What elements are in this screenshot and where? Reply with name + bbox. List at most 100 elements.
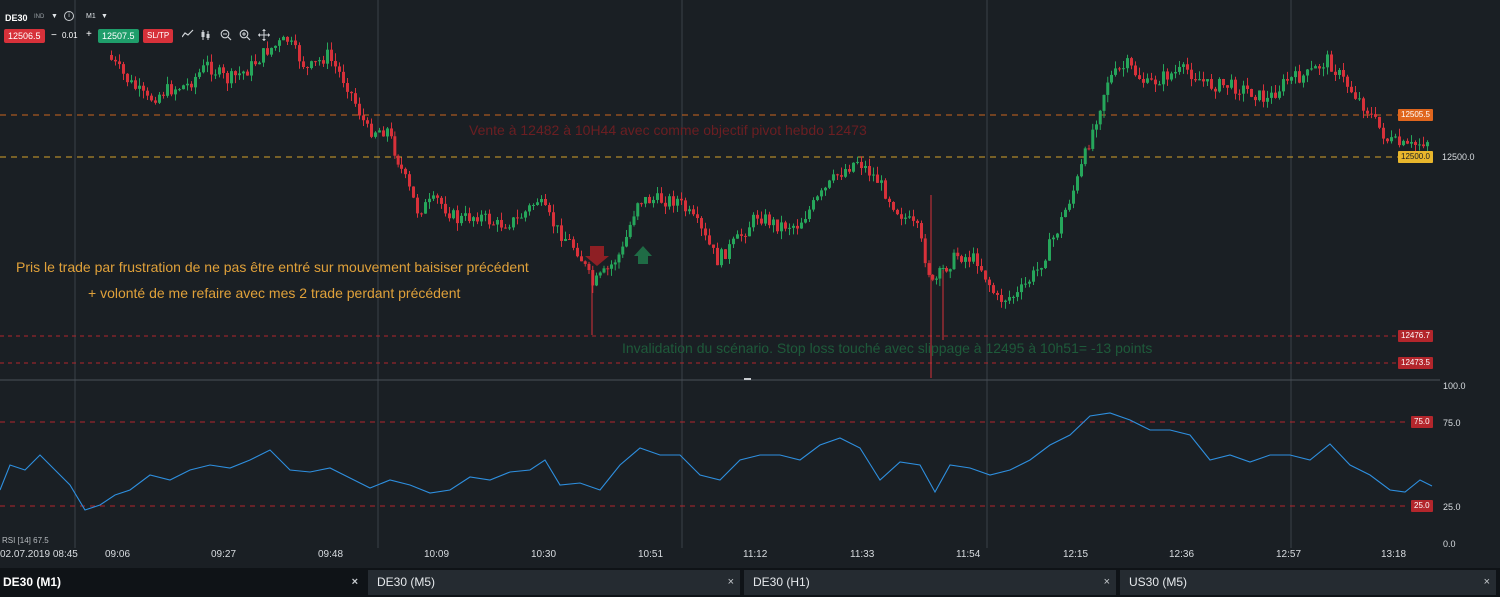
candle-body (412, 186, 415, 198)
tab-us30-m5[interactable]: US30 (M5) × (1120, 570, 1496, 595)
candle-body (1334, 71, 1337, 75)
candle-body (948, 269, 952, 272)
candle-body (142, 85, 145, 91)
candle-body (532, 204, 535, 206)
info-icon[interactable]: i (64, 11, 74, 21)
candle-body (1222, 78, 1225, 86)
candle-body (836, 174, 839, 176)
candle-body (968, 257, 971, 262)
tab-de30-m5[interactable]: DE30 (M5) × (368, 570, 740, 595)
invalidation-annotation[interactable]: Invalidation du scénario. Stop loss touc… (622, 340, 1153, 356)
candles-icon[interactable] (199, 29, 213, 43)
candle-body (448, 213, 451, 219)
sell-button[interactable]: 12506.5 (4, 29, 45, 43)
candle-body (306, 67, 309, 69)
candle-body (134, 80, 137, 89)
candle-body (362, 115, 365, 121)
buy-button[interactable]: 12507.5 (98, 29, 139, 43)
candle-body (927, 263, 931, 275)
candle-body (820, 190, 823, 197)
candle-body (1130, 58, 1133, 66)
candle-body (1052, 237, 1055, 240)
candle-body (591, 270, 595, 286)
candle-body (1150, 78, 1153, 80)
candle-body (382, 130, 385, 137)
frustration-annotation-line2[interactable]: + volonté de me refaire avec mes 2 trade… (88, 285, 461, 301)
candle-body (1083, 148, 1087, 165)
rsi-overbought-tag[interactable]: 75.0 (1411, 416, 1433, 428)
candle-body (621, 246, 625, 255)
candle-body (852, 162, 855, 172)
candle-body (880, 180, 883, 183)
price-and-rsi-chart[interactable] (0, 0, 1500, 568)
current-price-label: 12500.0 (1442, 152, 1475, 162)
time-label: 09:48 (318, 549, 344, 560)
candle-body (1138, 75, 1141, 80)
candle-body (186, 83, 189, 86)
candle-body (464, 213, 467, 216)
candle-body (976, 253, 979, 267)
candle-body (1370, 113, 1373, 115)
candle-body (114, 59, 117, 62)
candle-body (941, 267, 945, 269)
candle-body (664, 202, 667, 207)
symbol-label[interactable]: DE30 (5, 13, 28, 23)
tab-de30-h1[interactable]: DE30 (H1) × (744, 570, 1116, 595)
close-icon[interactable]: × (1483, 576, 1490, 588)
candle-body (583, 261, 587, 264)
candle-body (122, 64, 125, 74)
price-tag-red-2[interactable]: 12473.5 (1398, 357, 1433, 369)
symbol-type-badge: IND (34, 14, 45, 20)
candle-body (692, 209, 695, 215)
candle-body (174, 89, 177, 95)
candle-body (1142, 79, 1145, 83)
price-tag-red-1[interactable]: 12476.7 (1398, 330, 1433, 342)
line-chart-icon[interactable] (181, 29, 195, 43)
crosshair-move-icon[interactable] (257, 29, 271, 43)
candle-body (346, 83, 349, 92)
candle-body (138, 85, 141, 89)
candle-body (1110, 74, 1113, 83)
close-icon[interactable]: × (727, 576, 734, 588)
sell-annotation[interactable]: Vente à 12482 à 10H44 avec comme objecti… (469, 122, 867, 138)
lot-increase-button[interactable]: + (86, 29, 92, 40)
candle-body (1346, 76, 1349, 87)
candle-body (540, 199, 543, 203)
candle-body (696, 214, 699, 219)
timeframe-dropdown-icon[interactable]: ▼ (101, 13, 108, 20)
candle-body (1294, 71, 1297, 78)
rsi-legend[interactable]: RSI [14] 67.5 (2, 536, 49, 545)
zoom-in-icon[interactable] (238, 29, 252, 43)
zoom-out-icon[interactable] (219, 29, 233, 43)
candle-body (1362, 98, 1365, 111)
frustration-annotation-line1[interactable]: Pris le trade par frustration de ne pas … (16, 259, 529, 275)
candle-body (1338, 70, 1341, 75)
candle-body (1258, 90, 1261, 101)
lot-decrease-button[interactable]: − (51, 30, 57, 41)
candle-body (334, 60, 337, 67)
candle-body (1080, 164, 1083, 177)
candle-body (330, 49, 333, 61)
candle-body (1218, 78, 1221, 92)
time-label: 12:15 (1063, 549, 1089, 560)
timeframe-select[interactable]: M1 (86, 13, 96, 20)
candle-body (1422, 144, 1425, 147)
lot-size-field[interactable]: 0.01 (62, 31, 78, 40)
chart-toolbar: DE30 IND ▼ i M1 ▼ 12506.5 − 0.01 + 12507… (0, 0, 282, 46)
price-tag-yellow[interactable]: 12500.0 (1398, 151, 1433, 163)
close-icon[interactable]: × (1103, 576, 1110, 588)
candle-body (130, 80, 133, 83)
candle-body (760, 218, 763, 224)
chart-area[interactable]: DE30 IND ▼ i M1 ▼ 12506.5 − 0.01 + 12507… (0, 0, 1500, 568)
symbol-dropdown-icon[interactable]: ▼ (51, 13, 58, 20)
candle-body (242, 71, 245, 74)
rsi-oversold-tag[interactable]: 25.0 (1411, 500, 1433, 512)
candle-body (956, 252, 960, 257)
candle-body (992, 285, 995, 293)
close-icon[interactable]: × (351, 576, 358, 588)
sl-tp-button[interactable]: SL/TP (143, 29, 174, 43)
price-tag-upper-orange[interactable]: 12505.5 (1398, 109, 1433, 121)
candle-body (676, 198, 679, 206)
candle-body (194, 76, 197, 88)
tab-de30-m1[interactable]: DE30 (M1) × (0, 570, 364, 595)
